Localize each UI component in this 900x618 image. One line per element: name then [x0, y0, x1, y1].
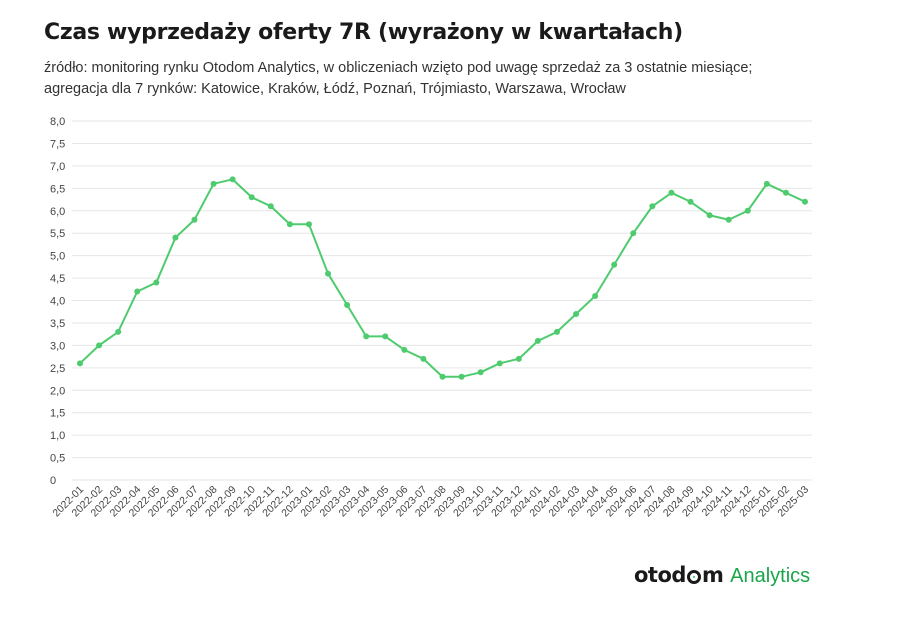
- y-tick-label: 3,5: [50, 318, 65, 330]
- y-tick-label: 0: [50, 475, 56, 487]
- logo-pin-icon: [686, 570, 701, 584]
- grid-lines: [72, 120, 812, 481]
- data-point: [382, 333, 389, 340]
- data-point: [668, 189, 675, 196]
- data-point: [115, 328, 122, 335]
- data-point: [573, 310, 580, 317]
- data-point: [477, 369, 484, 376]
- y-tick-label: 3,0: [50, 340, 65, 352]
- y-tick-label: 5,5: [50, 228, 65, 240]
- y-tick-label: 6,0: [50, 206, 65, 218]
- data-point: [420, 355, 427, 362]
- data-point: [706, 212, 713, 219]
- data-point: [248, 194, 255, 201]
- data-point: [96, 342, 103, 349]
- subtitle-line-2: agregacja dla 7 rynków: Katowice, Kraków…: [44, 81, 626, 97]
- data-point: [782, 189, 789, 196]
- y-tick-label: 6,5: [50, 183, 65, 195]
- y-axis-ticks: 0 0,5 1,0 1,5 2,0 2,5 3,0 3,5 4,0 4,5 5,0 5,5 6,0 6,5…: [50, 116, 65, 487]
- line-chart: 0 0,5 1,0 1,5 2,0 2,5 3,0 3,5 4,0 4,5 5,0 5,5 6,0 6,5…: [50, 116, 812, 520]
- y-tick-label: 1,0: [50, 430, 65, 442]
- logo-text-otod: otod: [634, 563, 686, 587]
- data-point: [687, 198, 694, 205]
- data-point: [649, 203, 656, 210]
- data-point: [134, 288, 141, 295]
- data-point: [496, 360, 503, 367]
- y-tick-label: 8,0: [50, 116, 65, 128]
- chart-title: Czas wyprzedaży oferty 7R (wyrażony w kw…: [44, 20, 683, 45]
- data-point: [325, 270, 332, 277]
- data-point: [592, 293, 599, 300]
- data-point: [553, 328, 560, 335]
- data-point: [210, 180, 217, 187]
- y-tick-label: 2,0: [50, 385, 65, 397]
- series-layer: [77, 176, 808, 380]
- data-point: [611, 261, 618, 268]
- data-point: [363, 333, 370, 340]
- data-point: [401, 346, 408, 353]
- data-point: [172, 234, 179, 241]
- y-tick-label: 7,0: [50, 161, 65, 173]
- y-tick-label: 7,5: [50, 138, 65, 150]
- data-point: [515, 355, 522, 362]
- y-tick-label: 4,5: [50, 273, 65, 285]
- data-point: [153, 279, 160, 286]
- data-point: [439, 373, 446, 380]
- y-tick-label: 0,5: [50, 453, 65, 465]
- y-tick-label: 2,5: [50, 363, 65, 375]
- logo-text-analytics: Analytics: [730, 565, 811, 587]
- data-point: [744, 207, 751, 214]
- y-tick-label: 4,0: [50, 296, 65, 308]
- data-point: [267, 203, 274, 210]
- y-tick-label: 1,5: [50, 408, 65, 420]
- data-point: [305, 221, 312, 228]
- data-point: [534, 337, 541, 344]
- data-point: [77, 360, 83, 367]
- data-point: [191, 216, 198, 223]
- logo-text-m: m: [701, 563, 724, 587]
- data-point: [802, 198, 808, 205]
- data-point: [229, 176, 236, 183]
- otodom-analytics-logo: otod m Analytics: [634, 563, 810, 588]
- data-point: [458, 373, 465, 380]
- y-tick-label: 5,0: [50, 251, 65, 263]
- data-point: [763, 180, 770, 187]
- data-point: [344, 301, 351, 308]
- data-point: [286, 221, 293, 228]
- chart-subtitle: źródło: monitoring rynku Otodom Analytic…: [44, 58, 752, 100]
- x-axis-ticks: 2022-012022-022022-032022-042022-052022-…: [50, 484, 811, 520]
- data-point: [630, 230, 637, 237]
- data-point: [725, 216, 732, 223]
- subtitle-line-1: źródło: monitoring rynku Otodom Analytic…: [44, 60, 753, 76]
